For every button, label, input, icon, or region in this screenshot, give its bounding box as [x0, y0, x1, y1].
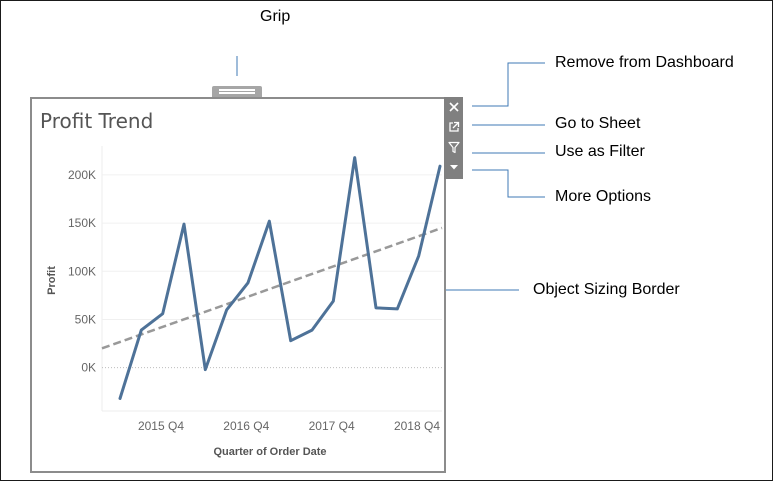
more-options-button[interactable]: [444, 157, 463, 177]
data-point[interactable]: [137, 326, 145, 334]
callout-remove-from-dashboard: Remove from Dashboard: [555, 54, 734, 71]
data-point[interactable]: [287, 337, 295, 345]
data-point[interactable]: [351, 154, 359, 162]
close-icon: [448, 102, 459, 112]
caret-down-icon: [449, 165, 458, 170]
data-point[interactable]: [329, 297, 337, 305]
data-point[interactable]: [201, 366, 209, 374]
y-tick-label: 150K: [68, 216, 96, 230]
chart-title: Profit Trend: [40, 109, 154, 133]
more-leader: [472, 169, 545, 198]
data-point[interactable]: [159, 310, 167, 318]
data-point[interactable]: [180, 220, 188, 228]
external-link-icon: [448, 121, 459, 132]
data-point[interactable]: [393, 305, 401, 313]
y-axis-title: Profit: [46, 266, 58, 295]
y-tick-label: 50K: [75, 312, 96, 326]
callout-use-as-filter: Use as Filter: [555, 143, 645, 160]
data-point[interactable]: [265, 217, 273, 225]
grip-bar: [219, 89, 255, 91]
dashboard-object-sizing-border[interactable]: Profit Trend 0K 50K 100K 150K 200K 2015 Q4 201…: [30, 97, 446, 473]
x-tick-label: 2017 Q4: [309, 419, 355, 433]
grip-handle[interactable]: [212, 86, 262, 97]
data-point[interactable]: [415, 252, 423, 260]
callout-grip: Grip: [260, 8, 291, 25]
y-tick-label: 100K: [68, 264, 96, 278]
data-point[interactable]: [436, 162, 444, 170]
x-axis-title: Quarter of Order Date: [213, 446, 326, 458]
x-tick-label: 2018 Q4: [394, 419, 440, 433]
y-tick-label: 0K: [81, 361, 96, 375]
callout-more-options: More Options: [555, 188, 652, 205]
data-point[interactable]: [223, 306, 231, 314]
profit-series-line[interactable]: [118, 156, 442, 400]
x-tick-label: 2015 Q4: [138, 419, 184, 433]
data-point[interactable]: [244, 279, 252, 287]
callout-go-to-sheet: Go to Sheet: [555, 115, 641, 132]
profit-trend-chart[interactable]: 0K 50K 100K 150K 200K 2015 Q4 2016 Q4 2017 Q4 20…: [32, 99, 444, 471]
callout-object-sizing-border: Object Sizing Border: [533, 281, 680, 298]
data-point[interactable]: [308, 326, 316, 334]
object-toolbar: [444, 97, 463, 179]
trend-line: [101, 226, 443, 350]
data-point[interactable]: [372, 304, 380, 312]
remove-from-dashboard-button[interactable]: [444, 97, 463, 117]
data-point[interactable]: [116, 394, 124, 402]
y-tick-label: 200K: [68, 168, 96, 182]
use-as-filter-button[interactable]: [444, 137, 463, 157]
grip-bar: [219, 92, 255, 94]
remove-leader: [472, 62, 545, 107]
funnel-icon: [447, 141, 460, 153]
go-to-sheet-button[interactable]: [444, 117, 463, 137]
x-tick-label: 2016 Q4: [223, 419, 269, 433]
